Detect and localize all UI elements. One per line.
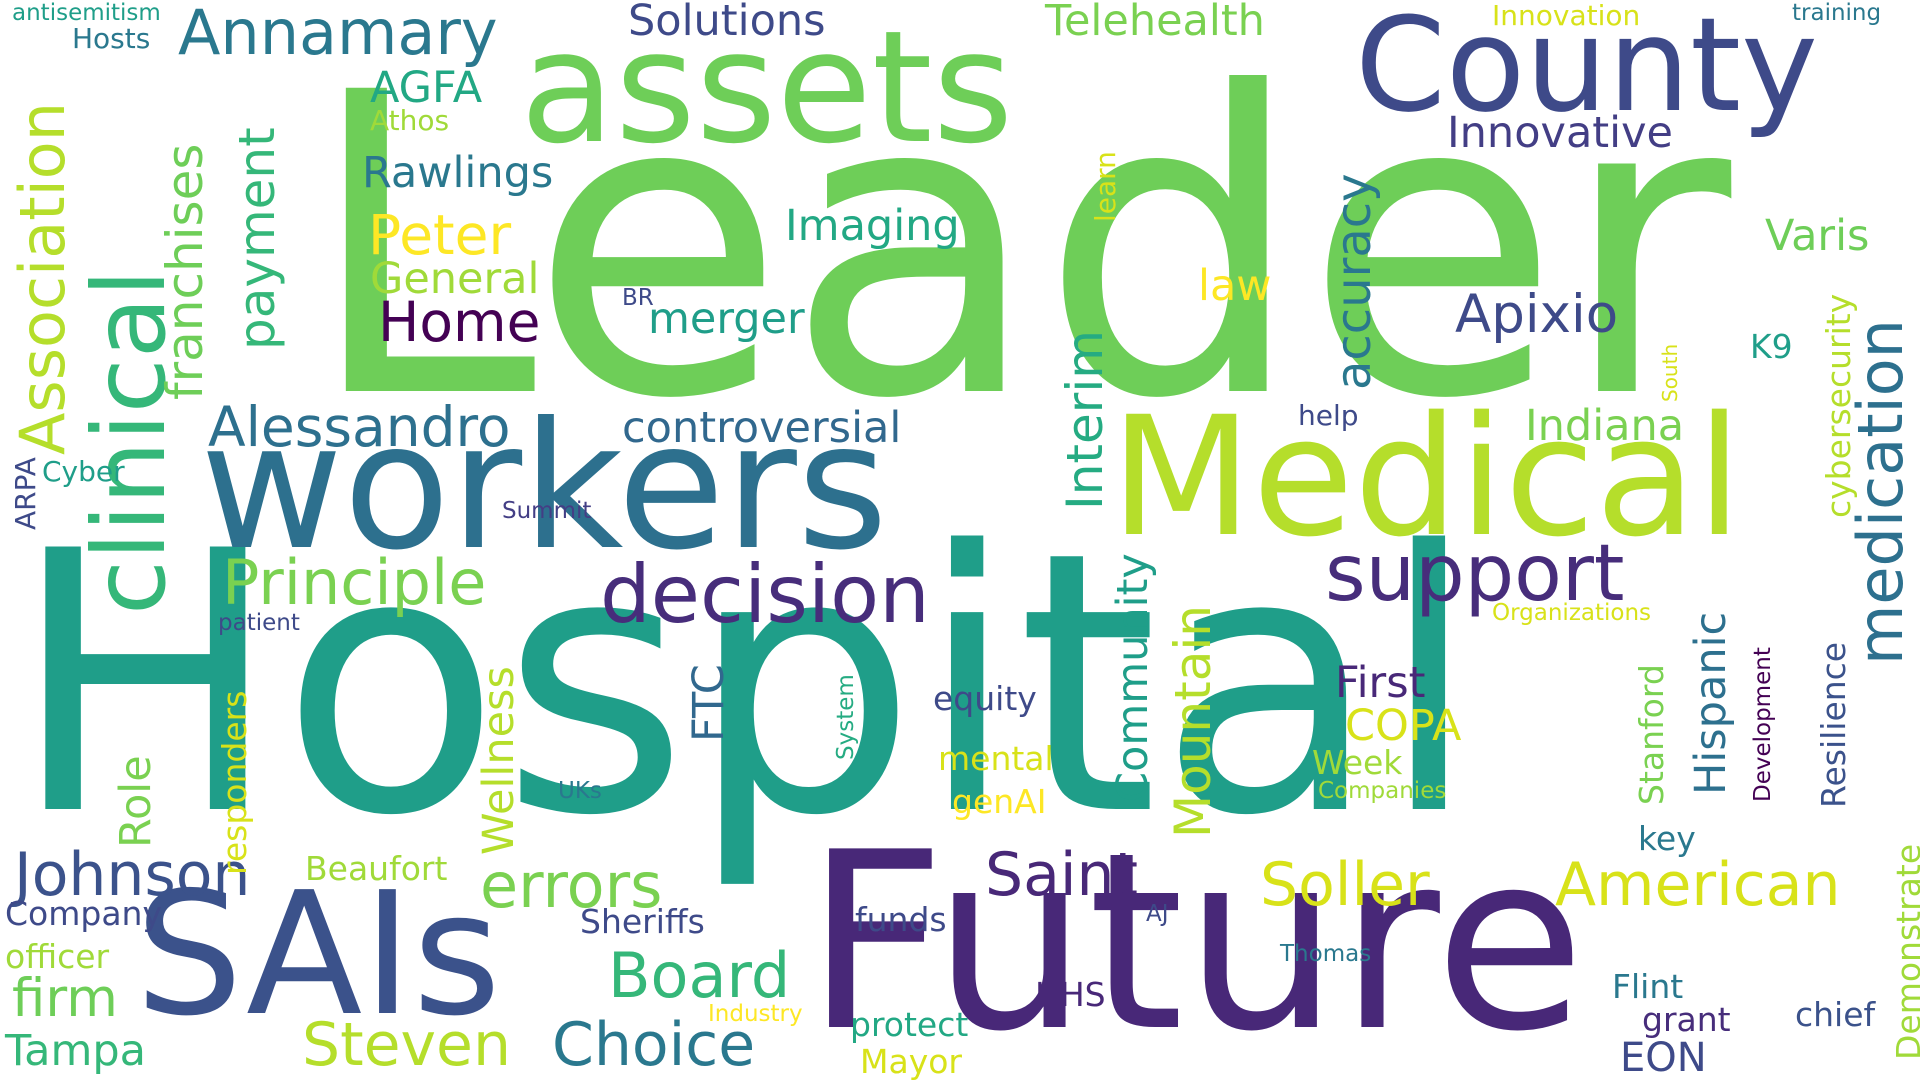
word-firm: firm bbox=[12, 968, 118, 1029]
word-responders: responders bbox=[215, 690, 254, 875]
word-antisemitism: antisemitism bbox=[12, 0, 161, 26]
word-assets: assets bbox=[520, 0, 1014, 178]
word-medication: medication bbox=[1844, 319, 1917, 665]
word-interim: Interim bbox=[1056, 330, 1114, 510]
word-varis: Varis bbox=[1765, 211, 1870, 261]
word-training: training bbox=[1792, 0, 1882, 26]
word-law: law bbox=[1198, 261, 1272, 311]
word-cyber: Cyber bbox=[42, 455, 125, 488]
word-demonstrate: Demonstrate bbox=[1889, 843, 1920, 1060]
word-association: Association bbox=[6, 101, 79, 455]
word-hispanic: Hispanic bbox=[1686, 611, 1736, 795]
word-american: American bbox=[1555, 850, 1841, 920]
word-merger: merger bbox=[648, 294, 805, 344]
word-genai: genAI bbox=[952, 782, 1047, 821]
word-choice: Choice bbox=[552, 1010, 756, 1080]
word-leader: Leader bbox=[305, 6, 1732, 490]
word-beaufort: Beaufort bbox=[305, 849, 448, 888]
word-copa: COPA bbox=[1345, 701, 1462, 751]
word-tampa: Tampa bbox=[5, 1026, 147, 1076]
word-peter: Peter bbox=[368, 203, 512, 267]
word-annamary: Annamary bbox=[178, 0, 498, 69]
word-week: Week bbox=[1312, 743, 1403, 782]
word-patient: patient bbox=[218, 610, 300, 636]
word-alessandro: Alessandro bbox=[208, 395, 511, 459]
word-flint: Flint bbox=[1612, 967, 1684, 1006]
word-saint: Saint bbox=[985, 840, 1139, 910]
word-hosts: Hosts bbox=[72, 22, 151, 55]
word-indiana: Indiana bbox=[1525, 401, 1685, 451]
word-athos: Athos bbox=[370, 104, 450, 137]
word-solutions: Solutions bbox=[628, 0, 826, 46]
word-organizations: Organizations bbox=[1492, 600, 1652, 626]
word-uks: UKs bbox=[558, 778, 602, 804]
word-mountain: Mountain bbox=[1164, 605, 1222, 838]
word-steven: Steven bbox=[302, 1010, 511, 1080]
word-companies: Companies bbox=[1318, 778, 1447, 804]
word-eon: EON bbox=[1620, 1035, 1707, 1080]
word-imaging: Imaging bbox=[785, 201, 960, 251]
word-support: support bbox=[1325, 529, 1625, 619]
word-ftc: FTC bbox=[684, 664, 734, 742]
word-apixio: Apixio bbox=[1455, 284, 1619, 345]
word-johnson: Johnson bbox=[14, 840, 251, 910]
word-innovative: Innovative bbox=[1447, 108, 1674, 158]
word-stanford: Stanford bbox=[1632, 664, 1671, 805]
word-errors: errors bbox=[480, 849, 663, 922]
word-development: Development bbox=[1750, 647, 1776, 802]
word-general: General bbox=[370, 254, 540, 304]
word-company: Company bbox=[5, 894, 162, 933]
word-controversial: controversial bbox=[622, 403, 902, 453]
word-hospital: Hospital bbox=[10, 475, 1479, 894]
word-help: help bbox=[1298, 399, 1359, 432]
word-sheriffs: Sheriffs bbox=[580, 902, 705, 941]
word-mental: mental bbox=[938, 739, 1054, 778]
word-protect: protect bbox=[850, 1005, 969, 1044]
word-arpa: ARPA bbox=[9, 457, 42, 530]
word-accuracy: accuracy bbox=[1326, 173, 1382, 390]
word-principle: Principle bbox=[222, 546, 487, 619]
word-industry: Industry bbox=[708, 1001, 803, 1027]
word-mayor: Mayor bbox=[860, 1042, 962, 1080]
word-hhs: HHS bbox=[1035, 975, 1106, 1014]
word-franchises: franchises bbox=[156, 143, 214, 400]
word-wellness: Wellness bbox=[474, 666, 524, 855]
word-equity: equity bbox=[933, 679, 1037, 718]
word-role: Role bbox=[111, 755, 161, 848]
word-soller: Soller bbox=[1260, 850, 1430, 920]
word-rawlings: Rawlings bbox=[362, 148, 554, 198]
word-thomas: Thomas bbox=[1280, 941, 1372, 967]
word-county: County bbox=[1355, 0, 1818, 141]
word-decision: decision bbox=[600, 548, 930, 641]
word-home: Home bbox=[378, 290, 541, 354]
word-workers: workers bbox=[200, 386, 889, 589]
word-medical: Medical bbox=[1110, 381, 1743, 573]
word-future: Future bbox=[805, 800, 1586, 1080]
word-first: First bbox=[1335, 658, 1426, 708]
word-officer: officer bbox=[5, 937, 110, 976]
word-agfa: AGFA bbox=[370, 63, 483, 113]
word-resilience: Resilience bbox=[1814, 641, 1853, 808]
word-cybersecurity: cybersecurity bbox=[1819, 293, 1858, 518]
word-k9: K9 bbox=[1750, 327, 1793, 366]
word-grant: grant bbox=[1642, 1000, 1731, 1039]
word-summit: Summit bbox=[502, 498, 592, 524]
word-system: System bbox=[833, 674, 859, 760]
word-learn: learn bbox=[1089, 151, 1122, 222]
word-funds: funds bbox=[855, 900, 947, 939]
word-key: key bbox=[1638, 819, 1696, 858]
word-br: BR bbox=[622, 285, 654, 311]
word-south: South bbox=[1658, 343, 1682, 402]
word-telehealth: Telehealth bbox=[1045, 0, 1265, 46]
word-innovation: Innovation bbox=[1492, 0, 1641, 32]
word-community: Community bbox=[1108, 553, 1158, 802]
word-board: Board bbox=[608, 939, 791, 1012]
word-aj: AJ bbox=[1146, 901, 1169, 927]
word-chief: chief bbox=[1795, 995, 1876, 1034]
word-sais: SAIs bbox=[135, 856, 502, 1054]
word-payment: payment bbox=[228, 127, 286, 350]
